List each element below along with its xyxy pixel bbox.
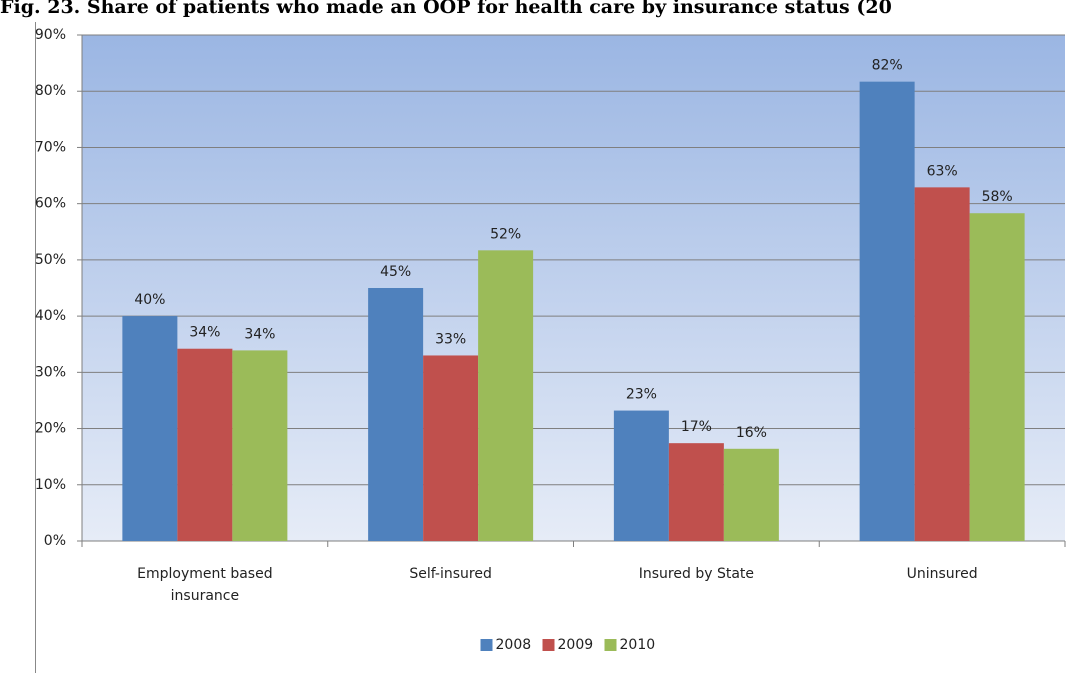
- y-tick-label: 50%: [35, 252, 66, 268]
- x-tick-label: Self-insured: [409, 566, 492, 582]
- y-tick-label: 0%: [44, 533, 66, 549]
- x-tick-label: Employment based insurance: [137, 566, 273, 604]
- bar: [368, 288, 424, 541]
- y-tick-label: 80%: [35, 83, 66, 99]
- x-tick-label: Insured by State: [638, 566, 754, 582]
- data-label: 63%: [927, 163, 958, 179]
- legend-swatch: [604, 639, 617, 651]
- bar: [914, 187, 970, 541]
- legend-label: 2008: [496, 637, 532, 653]
- chart-title: Fig. 23. Share of patients who made an O…: [0, 0, 892, 18]
- bar: [859, 81, 915, 542]
- bar: [969, 213, 1025, 542]
- legend-label: 2010: [620, 637, 656, 653]
- data-label: 34%: [189, 325, 220, 341]
- y-tick-label: 30%: [35, 364, 66, 380]
- data-label: 16%: [736, 425, 767, 441]
- bar: [668, 443, 724, 541]
- data-label: 33%: [435, 331, 466, 347]
- bar: [478, 250, 534, 541]
- data-label: 23%: [626, 387, 657, 403]
- data-label: 52%: [490, 226, 521, 242]
- data-label: 17%: [681, 419, 712, 435]
- legend-label: 2009: [558, 637, 594, 653]
- bar: [177, 348, 233, 541]
- bar: [423, 355, 479, 541]
- y-tick-label: 40%: [35, 308, 66, 324]
- data-label: 40%: [134, 292, 165, 308]
- bar: [723, 448, 779, 541]
- data-label: 58%: [982, 189, 1013, 205]
- bar: [122, 316, 178, 541]
- y-tick-label: 20%: [35, 421, 66, 437]
- y-tick-label: 10%: [35, 477, 66, 493]
- legend-swatch: [542, 639, 555, 651]
- data-label: 82%: [872, 58, 903, 74]
- bar: [613, 410, 669, 541]
- y-tick-label: 90%: [35, 27, 66, 43]
- data-label: 34%: [244, 326, 275, 342]
- bar: [232, 350, 288, 541]
- legend-swatch: [480, 639, 493, 651]
- x-tick-label: Uninsured: [906, 566, 978, 582]
- data-label: 45%: [380, 264, 411, 280]
- y-tick-label: 70%: [35, 139, 66, 155]
- y-tick-label: 60%: [35, 196, 66, 212]
